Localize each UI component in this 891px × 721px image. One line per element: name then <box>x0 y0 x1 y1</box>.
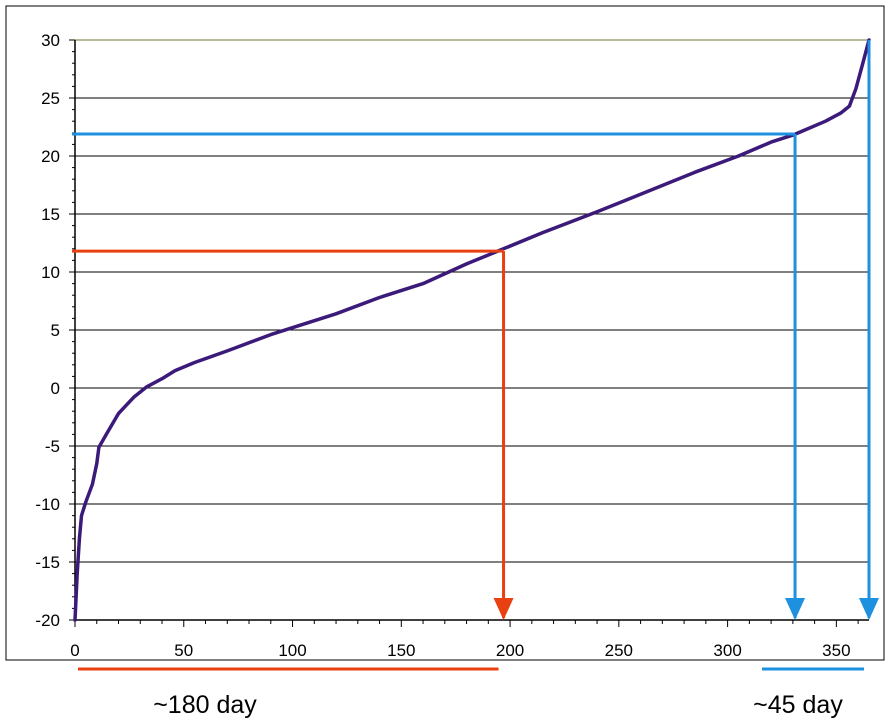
x-tick-label: 250 <box>605 641 633 660</box>
y-tick-label: 0 <box>51 379 60 398</box>
x-tick-label: 0 <box>70 641 79 660</box>
x-tick-label: 200 <box>496 641 524 660</box>
y-tick-label: 20 <box>41 147 60 166</box>
x-tick-label: 100 <box>278 641 306 660</box>
y-tick-label: -20 <box>35 611 60 630</box>
series-line <box>73 38 871 622</box>
y-tick-label: -15 <box>35 553 60 572</box>
axes <box>69 39 869 627</box>
x-tick-labels: 0 50 100 150 200 250 300 350 <box>70 641 850 660</box>
y-tick-label: 25 <box>41 89 60 108</box>
series-layer <box>73 38 871 622</box>
x-tick-label: 300 <box>713 641 741 660</box>
y-tick-label: -5 <box>45 437 60 456</box>
annotation-layer: ~180 day ~45 day <box>72 40 879 719</box>
y-tick-labels: -20 -15 -10 -5 0 5 10 15 20 25 30 <box>35 31 60 630</box>
x-tick-label: 350 <box>822 641 850 660</box>
y-tick-label: 5 <box>51 321 60 340</box>
drop-arrow <box>493 598 514 620</box>
period-label: ~180 day <box>153 691 257 719</box>
y-tick-label: 15 <box>41 205 60 224</box>
drop-arrow <box>785 598 806 620</box>
y-tick-label: -10 <box>35 495 60 514</box>
y-tick-label: 30 <box>41 31 60 50</box>
x-tick-label: 50 <box>174 641 193 660</box>
x-tick-label: 150 <box>387 641 415 660</box>
y-tick-label: 10 <box>41 263 60 282</box>
period-label: ~45 day <box>753 691 843 719</box>
year-end-arrow <box>859 598 879 620</box>
gridlines <box>75 39 869 563</box>
